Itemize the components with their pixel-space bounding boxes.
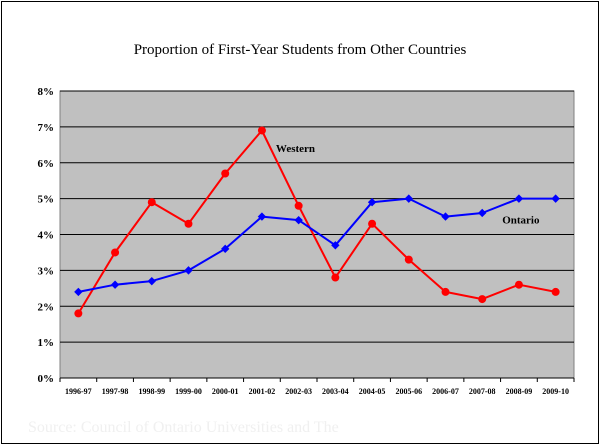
data-point-ontario xyxy=(294,215,303,225)
x-tick-label: 2004-05 xyxy=(359,387,386,396)
x-tick-label: 1998-99 xyxy=(138,387,165,396)
chart-title: Proportion of First-Year Students from O… xyxy=(134,42,467,58)
data-point-ontario xyxy=(184,266,193,275)
x-tick-label: 2006-07 xyxy=(432,387,459,396)
axes: 0% 1% 2% 3% 4% 5% 6% 7% 8% 1996-97 1997-98 1998-99 1… xyxy=(38,86,575,396)
y-tick-label: 6% xyxy=(38,158,55,170)
data-point-western xyxy=(514,280,523,289)
y-tick-label: 2% xyxy=(38,301,55,313)
y-tick-label: 4% xyxy=(38,230,55,242)
data-point-western xyxy=(294,201,303,210)
x-tick-label: 2003-04 xyxy=(322,387,349,396)
data-point-ontario xyxy=(74,287,83,297)
data-point-western xyxy=(257,126,266,135)
x-tick-label: 1999-00 xyxy=(175,387,202,396)
data-point-ontario xyxy=(110,280,120,289)
x-tick-label: 2008-09 xyxy=(506,387,533,396)
data-point-western xyxy=(74,309,83,318)
data-point-ontario xyxy=(367,198,377,207)
data-point-western xyxy=(478,295,487,304)
data-point-ontario xyxy=(441,212,450,221)
series-label-western: Western xyxy=(276,143,315,155)
series-line-western xyxy=(77,129,556,314)
y-tick-label: 5% xyxy=(38,194,55,206)
data-point-western xyxy=(111,248,120,257)
data-point-ontario xyxy=(404,194,413,203)
data-point-ontario xyxy=(551,194,560,203)
data-point-western xyxy=(441,287,450,296)
data-point-western xyxy=(551,287,560,296)
data-point-western xyxy=(221,169,230,178)
series-layer xyxy=(74,126,560,318)
x-tick-label: 2005-06 xyxy=(395,387,422,396)
y-tick-label: 8% xyxy=(38,86,55,98)
series-label-ontario: Ontario xyxy=(502,215,540,227)
x-tick-label: 2002-03 xyxy=(285,387,312,396)
data-point-western xyxy=(147,198,156,207)
data-point-ontario xyxy=(478,208,487,218)
y-tick-label: 3% xyxy=(38,265,55,277)
series-labels: Western Ontario xyxy=(276,143,540,227)
x-tick-label: 2007-08 xyxy=(469,387,496,396)
x-tick-label: 2009-10 xyxy=(542,387,569,396)
source-note: Source: Council of Ontario Universities … xyxy=(28,419,339,436)
data-point-western xyxy=(404,255,413,264)
y-tick-label: 7% xyxy=(38,122,55,134)
data-point-ontario xyxy=(147,276,156,286)
data-point-ontario xyxy=(221,244,230,254)
data-point-western xyxy=(184,219,193,228)
data-point-western xyxy=(331,273,340,282)
data-point-ontario xyxy=(514,194,524,203)
gridlines xyxy=(60,90,574,343)
x-tick-label: 2000-01 xyxy=(212,387,239,396)
y-tick-label: 1% xyxy=(38,337,55,349)
x-tick-label: 1997-98 xyxy=(102,387,129,396)
series-line-ontario xyxy=(78,197,556,293)
x-tick-label: 2001-02 xyxy=(249,387,276,396)
data-point-western xyxy=(368,219,377,228)
data-point-ontario xyxy=(257,212,267,221)
data-point-ontario xyxy=(331,241,340,250)
y-tick-label: 0% xyxy=(38,373,55,385)
x-tick-label: 1996-97 xyxy=(65,387,92,396)
